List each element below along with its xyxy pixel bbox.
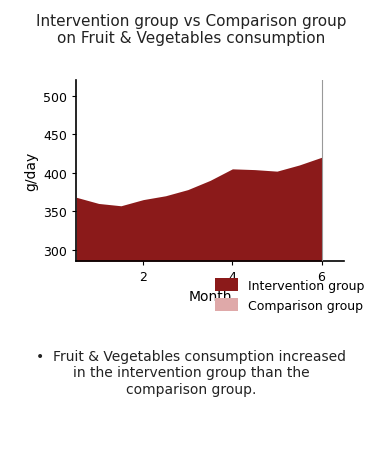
Text: •  Fruit & Vegetables consumption increased
in the intervention group than the
c: • Fruit & Vegetables consumption increas…	[36, 350, 346, 396]
Y-axis label: g/day: g/day	[24, 152, 38, 191]
Legend: Intervention group, Comparison group: Intervention group, Comparison group	[215, 279, 364, 312]
Text: Intervention group vs Comparison group
on Fruit & Vegetables consumption: Intervention group vs Comparison group o…	[36, 14, 346, 46]
X-axis label: Month: Month	[188, 289, 232, 303]
